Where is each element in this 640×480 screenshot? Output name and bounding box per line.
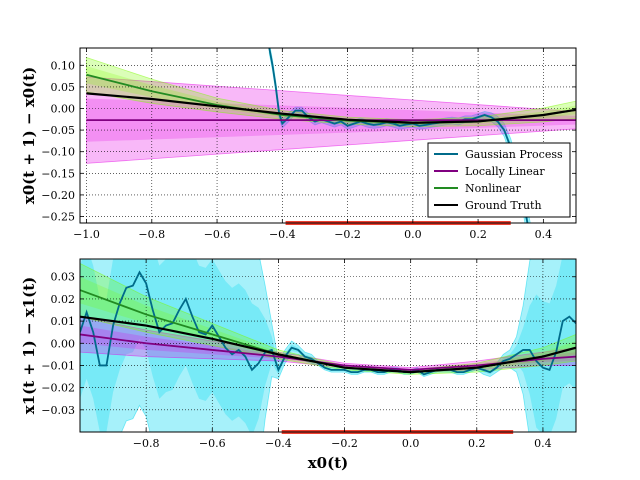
x-tick-label: −0.8 [138,228,165,241]
gaussian-process-line [268,48,529,223]
gaussian-process-inner-band [80,259,576,432]
nonlinear-inner-band [86,66,576,125]
y-tick-label: −0.15 [41,167,75,180]
y-tick-label: 0.00 [51,337,76,350]
x-tick-label: 0.0 [402,437,420,450]
y-tick-label: 0.00 [51,102,76,115]
gaussian-process-uncertainty-band [80,259,576,432]
x-tick-label: −0.2 [331,437,358,450]
y-tick-label: −0.10 [41,146,75,159]
legend-label-locally-linear: Locally Linear [465,165,545,178]
y-tick-label: 0.05 [51,81,76,94]
y-tick-label: −0.05 [41,124,75,137]
plot-area [80,259,576,432]
legend: Gaussian Process Locally Linear Nonlinear G… [427,142,571,218]
y-tick-label: 0.03 [51,271,76,284]
ground-truth-line [86,92,576,124]
y-axis-label: x1(t + 1) − x1(t) [20,277,38,414]
y-tick-label: −0.20 [41,189,75,202]
y-tick-label: 0.10 [51,59,76,72]
x-tick-label: −0.6 [199,437,226,450]
x-tick-label: 0.2 [468,437,486,450]
x-tick-label: −0.6 [204,228,231,241]
top-panel: −1.0 −0.8 −0.6 −0.4 −0.2 0.0 0.2 0.4 0.10 0.05 0.0… [20,47,577,241]
y-tick-label: −0.03 [41,404,75,417]
y-tick-label: −0.25 [41,211,75,224]
axes-frame [79,258,577,433]
legend-label-gaussian-process: Gaussian Process [465,148,563,161]
axes-frame [79,47,577,224]
x-tick-label: 0.4 [535,228,553,241]
x-tick-label: −1.0 [73,228,100,241]
gaussian-process-uncertainty-band [268,48,531,223]
x-tick-label: 0.4 [534,437,552,450]
legend-label-ground-truth: Ground Truth [465,199,542,212]
x-tick-label: 0.2 [469,228,487,241]
y-tick-label: −0.02 [41,382,75,395]
x-tick-label: −0.2 [334,228,361,241]
y-tick-label: 0.02 [51,293,76,306]
x-tick-label: −0.4 [265,437,292,450]
x-tick-label: −0.4 [269,228,296,241]
legend-label-nonlinear: Nonlinear [465,182,522,195]
bottom-panel: −0.8 −0.6 −0.4 −0.2 0.0 0.2 0.4 0.03 0.02 0.01 0.0… [20,258,577,472]
plot-area [80,48,576,223]
x-axis-label: x0(t) [308,454,349,472]
y-tick-label: 0.01 [51,315,76,328]
x-tick-label: 0.0 [404,228,422,241]
x-tick-label: −0.8 [133,437,160,450]
y-axis-label: x0(t + 1) − x0(t) [20,67,38,204]
ground-truth-line [80,315,576,374]
y-tick-label: −0.01 [41,359,75,372]
